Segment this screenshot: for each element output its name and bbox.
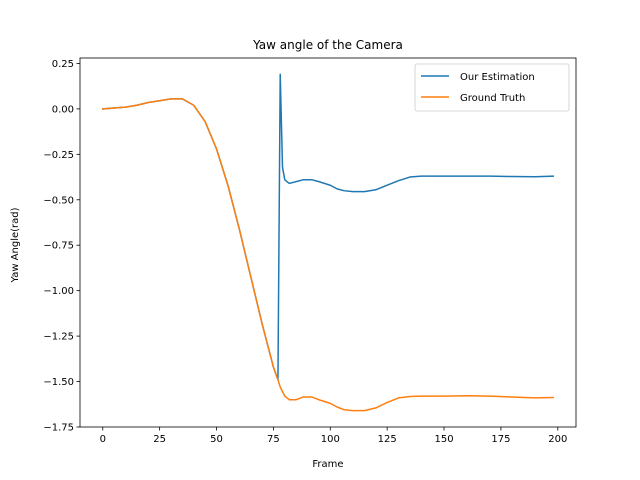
y-axis-label: Yaw Angle(rad) [10,207,21,283]
x-tick-label: 25 [153,434,166,445]
x-tick-label: 50 [210,434,223,445]
x-tick-label: 200 [548,434,567,445]
x-tick-label: 0 [100,434,106,445]
plot-area: 0 25 50 75 100 125 150 175 200 0.25 0.00 −0.25 −0.50… [43,57,577,445]
chart-title: Yaw angle of the Camera [252,38,403,52]
axes-frame [79,57,577,428]
legend: Our Estimation Ground Truth [414,63,570,112]
y-tick-label: −0.50 [43,195,74,206]
y-tick-label: −1.50 [43,377,74,388]
legend-label-our-estimation: Our Estimation [460,72,535,83]
y-tick-label: 0.00 [52,104,74,115]
x-tick-label: 75 [267,434,280,445]
y-tick-label: 0.25 [52,59,74,70]
y-tick-label: −1.00 [43,286,74,297]
y-tick-label: −0.25 [43,150,74,161]
legend-box [414,63,570,112]
x-tick-label: 125 [378,434,397,445]
y-tick-label: −0.75 [43,241,74,252]
y-tick-label: −1.25 [43,332,74,343]
x-tick-label: 100 [321,434,340,445]
x-tick-label: 175 [491,434,510,445]
series-line-ground-truth [101,98,555,412]
x-axis-label: Frame [312,459,343,470]
y-tick-label: −1.75 [43,423,74,434]
legend-label-ground-truth: Ground Truth [460,93,525,104]
x-tick-label: 150 [434,434,453,445]
